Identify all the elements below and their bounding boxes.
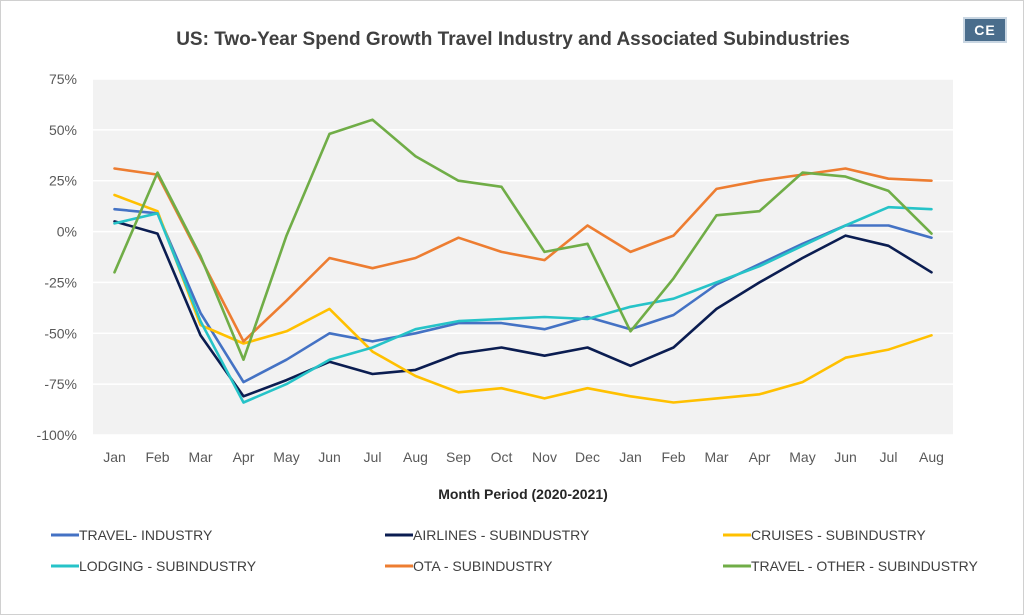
y-tick-label: 75%: [49, 71, 77, 87]
x-tick-label: May: [273, 449, 299, 465]
y-tick-label: 0%: [57, 224, 77, 240]
y-tick-label: 25%: [49, 173, 77, 189]
chart-title: US: Two-Year Spend Growth Travel Industr…: [176, 29, 850, 50]
x-tick-label: May: [789, 449, 815, 465]
legend-label: OTA - SUBINDUSTRY: [413, 558, 553, 574]
logo-badge: CE: [963, 17, 1007, 43]
y-axis-labels: 75% 50% 25% 0% -25% -50% -75% -100%: [37, 71, 77, 443]
x-tick-label: Aug: [403, 449, 428, 465]
legend-label: LODGING - SUBINDUSTRY: [79, 558, 257, 574]
x-tick-label: Apr: [233, 449, 255, 465]
legend-label: AIRLINES - SUBINDUSTRY: [413, 527, 590, 543]
x-axis-title: Month Period (2020-2021): [438, 486, 608, 502]
gridlines: [93, 78, 953, 436]
x-tick-label: Jul: [364, 449, 382, 465]
x-tick-label: Jul: [880, 449, 898, 465]
x-tick-label: Jan: [103, 449, 126, 465]
legend-label: TRAVEL - OTHER - SUBINDUSTRY: [751, 558, 979, 574]
series-line: [113, 220, 933, 398]
x-axis-labels: Jan Feb Mar Apr May Jun Jul Aug Sep Oct Nov Dec Jan F…: [103, 449, 944, 465]
x-tick-label: Mar: [188, 449, 212, 465]
series-lines: [113, 118, 933, 404]
x-tick-label: Jun: [834, 449, 857, 465]
y-tick-label: -50%: [44, 325, 77, 341]
y-tick-label: 50%: [49, 122, 77, 138]
x-tick-label: Feb: [145, 449, 169, 465]
legend-label: CRUISES - SUBINDUSTRY: [751, 527, 926, 543]
series-line: [113, 167, 933, 343]
x-tick-label: Apr: [749, 449, 771, 465]
y-tick-label: -100%: [37, 427, 77, 443]
series-line: [113, 207, 933, 384]
series-line: [113, 118, 933, 362]
x-tick-label: Nov: [532, 449, 557, 465]
x-tick-label: Aug: [919, 449, 944, 465]
legend-label: TRAVEL- INDUSTRY: [79, 527, 213, 543]
x-tick-label: Dec: [575, 449, 600, 465]
series-line: [113, 205, 933, 404]
legend: TRAVEL- INDUSTRY AIRLINES - SUBINDUSTRY CR…: [51, 527, 979, 574]
y-tick-label: -25%: [44, 274, 77, 290]
x-tick-label: Oct: [491, 449, 513, 465]
x-tick-label: Sep: [446, 449, 471, 465]
x-tick-label: Jun: [318, 449, 341, 465]
x-tick-label: Jan: [619, 449, 642, 465]
x-tick-label: Mar: [704, 449, 728, 465]
y-tick-label: -75%: [44, 376, 77, 392]
x-tick-label: Feb: [661, 449, 685, 465]
